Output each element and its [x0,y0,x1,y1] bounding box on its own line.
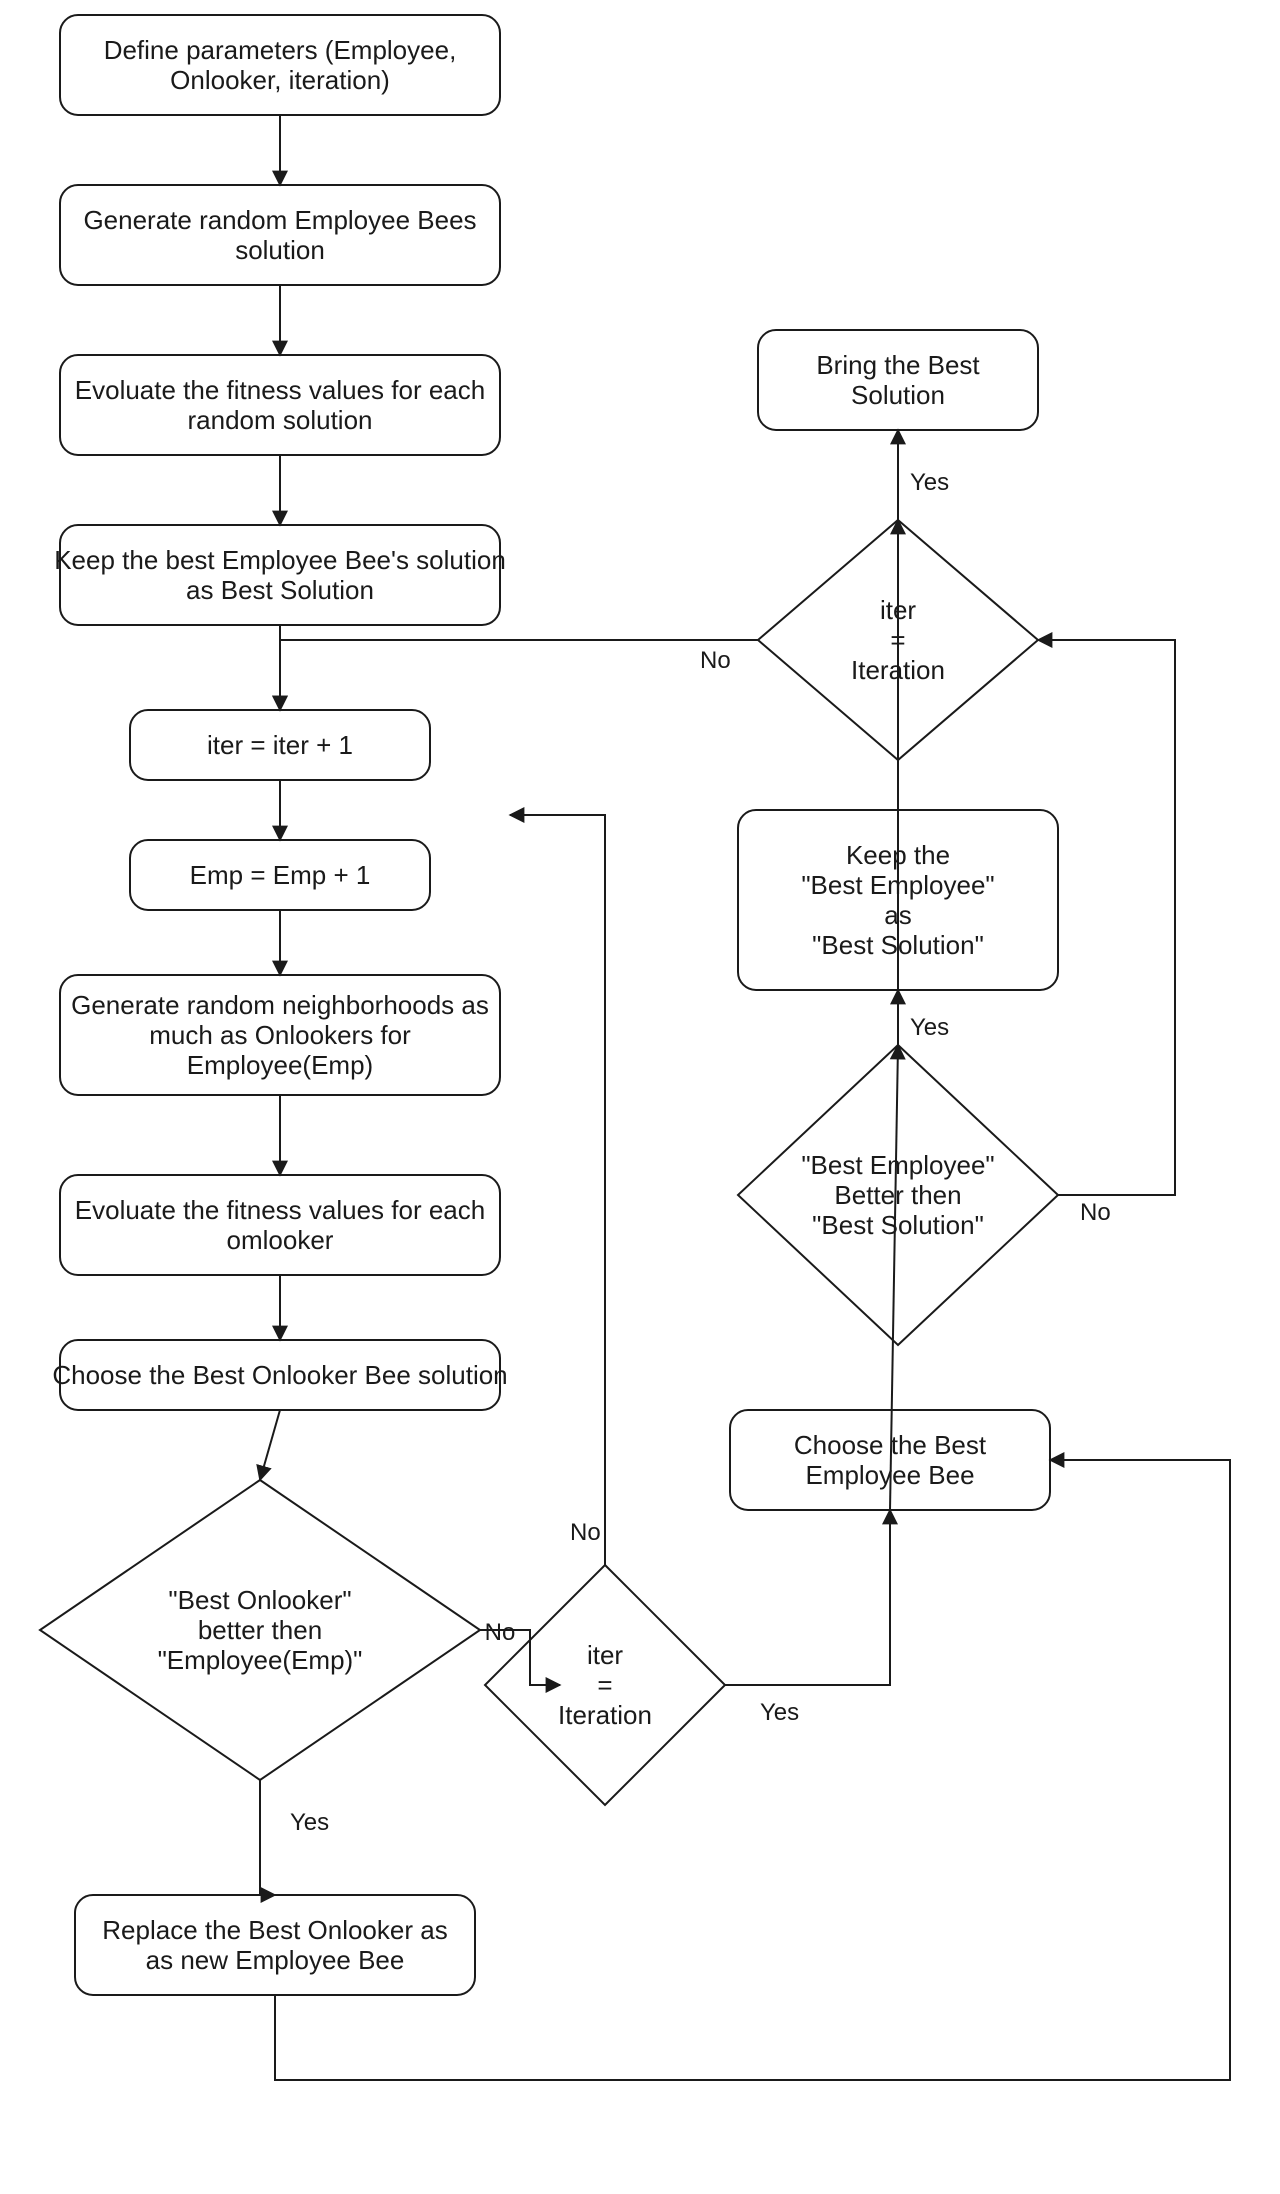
svg-text:Yes: Yes [290,1809,329,1836]
svg-text:Yes: Yes [910,469,949,496]
svg-text:iter: iter [587,1640,623,1670]
svg-text:Bring the Best: Bring the Best [816,350,980,380]
svg-text:Better then: Better then [834,1180,961,1210]
svg-text:"Employee(Emp)": "Employee(Emp)" [158,1645,363,1675]
svg-text:=: = [597,1670,612,1700]
edge-8 [260,1410,280,1480]
svg-text:"Best Onlooker": "Best Onlooker" [168,1585,351,1615]
svg-text:"Best Solution": "Best Solution" [812,1210,984,1240]
svg-text:Solution: Solution [851,380,945,410]
svg-text:Replace the Best Onlooker as: Replace the Best Onlooker as [102,1915,447,1945]
svg-text:Choose the Best Onlooker Bee s: Choose the Best Onlooker Bee solution [52,1360,507,1390]
svg-text:"Best Employee": "Best Employee" [801,1150,994,1180]
svg-text:Keep the best Employee Bee's s: Keep the best Employee Bee's solution [54,545,506,575]
svg-text:Evoluate the fitness values fo: Evoluate the fitness values for each [75,1195,485,1225]
svg-text:random solution: random solution [188,405,373,435]
svg-text:better then: better then [198,1615,322,1645]
svg-text:Generate random Employee Bees: Generate random Employee Bees [83,205,476,235]
svg-text:Yes: Yes [910,1014,949,1041]
svg-text:Generate random neighborhoods: Generate random neighborhoods as [71,990,489,1020]
edge-18 [280,640,758,710]
svg-text:Evoluate the fitness values fo: Evoluate the fitness values for each [75,375,485,405]
svg-text:omlooker: omlooker [227,1225,334,1255]
svg-text:Yes: Yes [760,1699,799,1726]
edge-11 [510,815,605,1565]
svg-text:much as Onlookers for: much as Onlookers for [149,1020,411,1050]
svg-text:No: No [700,647,731,674]
edge-9 [260,1780,275,1895]
svg-text:solution: solution [235,235,325,265]
svg-text:Employee(Emp): Employee(Emp) [187,1050,373,1080]
flowchart: Define parameters (Employee,Onlooker, it… [0,0,1280,2194]
svg-text:Emp = Emp + 1: Emp = Emp + 1 [190,860,371,890]
svg-text:Iteration: Iteration [558,1700,652,1730]
svg-text:as Best Solution: as Best Solution [186,575,374,605]
edge-12 [725,1510,890,1685]
svg-text:No: No [1080,1199,1111,1226]
svg-text:as new Employee Bee: as new Employee Bee [146,1945,405,1975]
svg-text:No: No [485,1619,516,1646]
svg-text:Define parameters (Employee,: Define parameters (Employee, [104,35,457,65]
svg-text:Onlooker, iteration): Onlooker, iteration) [170,65,390,95]
svg-text:No: No [570,1519,601,1546]
svg-text:iter = iter + 1: iter = iter + 1 [207,730,353,760]
